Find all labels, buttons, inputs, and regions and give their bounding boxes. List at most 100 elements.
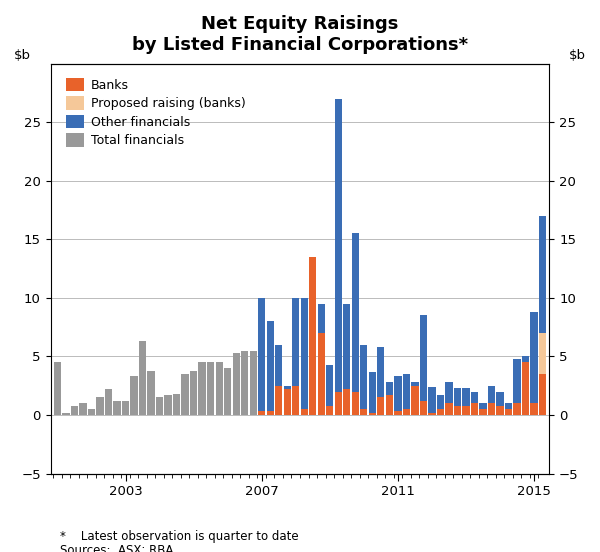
Bar [420,315,427,401]
Bar [352,233,359,391]
Bar [488,386,495,404]
Bar [148,370,155,415]
Bar [377,347,385,397]
Bar [181,374,189,415]
Bar [428,413,436,415]
Bar [454,388,461,406]
Bar [454,406,461,415]
Bar [122,401,129,415]
Bar [266,321,274,415]
Bar [224,368,231,415]
Bar [156,397,163,415]
Bar [130,376,137,415]
Bar [471,391,478,404]
Bar [317,304,325,333]
Title: Net Equity Raisings
by Listed Financial Corporations*: Net Equity Raisings by Listed Financial … [132,15,468,54]
Bar [343,389,350,415]
Bar [437,409,444,415]
Bar [394,376,401,411]
Bar [233,353,240,415]
Bar [284,389,291,415]
Bar [275,386,283,415]
Bar [479,404,487,409]
Bar [496,406,503,415]
Bar [343,304,350,389]
Bar [335,99,342,391]
Bar [266,411,274,415]
Bar [411,386,419,415]
Bar [71,406,78,415]
Bar [275,345,283,415]
Bar [301,409,308,415]
Bar [514,404,521,415]
Bar [505,409,512,415]
Bar [522,357,529,362]
Bar [250,351,257,415]
Bar [105,389,112,415]
Bar [394,411,401,415]
Bar [266,321,274,411]
Bar [258,411,265,415]
Bar [496,391,503,406]
Bar [275,345,283,386]
Bar [88,409,95,415]
Bar [190,370,197,415]
Bar [258,321,265,415]
Bar [479,409,487,415]
Bar [530,312,538,404]
Bar [317,333,325,415]
Bar [369,413,376,415]
Bar [207,362,214,415]
Bar [62,413,70,415]
Bar [488,404,495,415]
Bar [326,365,334,406]
Bar [539,374,546,415]
Bar [215,362,223,415]
Y-axis label: $b: $b [14,49,31,62]
Bar [284,386,291,389]
Bar [139,341,146,415]
Bar [463,388,470,406]
Bar [352,391,359,415]
Bar [377,397,385,415]
Bar [360,409,367,415]
Bar [471,404,478,415]
Bar [301,298,308,409]
Bar [199,362,206,415]
Bar [79,404,86,415]
Bar [292,386,299,415]
Bar [164,395,172,415]
Bar [326,406,334,415]
Bar [403,409,410,415]
Bar [241,351,248,415]
Bar [505,404,512,409]
Bar [445,404,452,415]
Bar [369,371,376,413]
Bar [173,394,180,415]
Bar [403,374,410,409]
Bar [284,386,291,415]
Text: *    Latest observation is quarter to date: * Latest observation is quarter to date [60,530,299,543]
Bar [530,404,538,415]
Bar [113,401,121,415]
Bar [292,298,299,386]
Bar [411,382,419,386]
Bar [420,401,427,415]
Bar [54,362,61,415]
Bar [335,391,342,415]
Text: Sources:  ASX; RBA: Sources: ASX; RBA [60,544,173,552]
Bar [386,382,393,395]
Bar [437,395,444,409]
Bar [514,359,521,404]
Bar [258,298,265,411]
Bar [360,345,367,409]
Y-axis label: $b: $b [569,49,586,62]
Bar [97,397,104,415]
Bar [539,216,546,333]
Bar [309,257,316,415]
Bar [522,362,529,415]
Bar [428,387,436,413]
Legend: Banks, Proposed raising (banks), Other financials, Total financials: Banks, Proposed raising (banks), Other f… [62,74,249,151]
Bar [445,382,452,404]
Bar [539,333,546,374]
